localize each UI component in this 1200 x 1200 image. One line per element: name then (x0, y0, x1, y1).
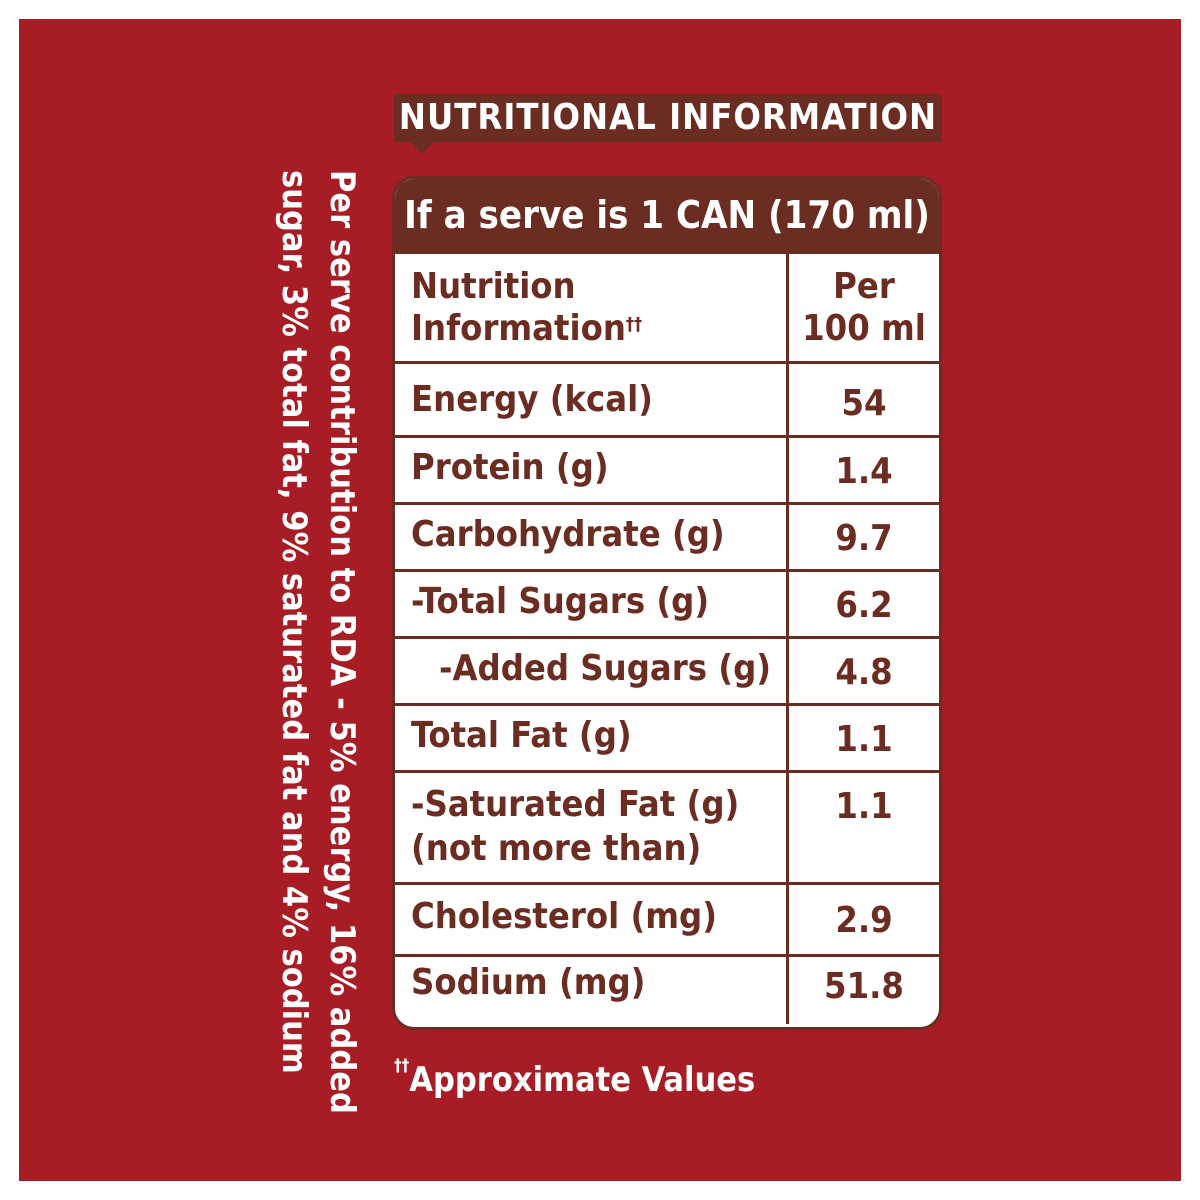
header-value-line-2: 100 ml (802, 308, 926, 349)
row-label: Sodium (mg) (395, 957, 789, 1024)
table-row-cholesterol: Cholesterol (mg) 2.9 (395, 882, 939, 954)
rda-contribution-note: Per serve contribution to RDA - 5% energ… (270, 170, 366, 1114)
row-label: Energy (kcal) (395, 364, 789, 435)
row-label: Protein (g) (395, 438, 789, 502)
table-row-saturated-fat: -Saturated Fat (g) (not more than) 1.1 (395, 770, 939, 882)
row-label-line-2: (not more than) (411, 828, 702, 869)
row-label: Cholesterol (mg) (395, 885, 789, 954)
row-label: -Added Sugars (g) (395, 639, 789, 703)
nutrition-title: NUTRITIONAL INFORMATION (394, 94, 942, 142)
row-value: 54 (841, 383, 887, 424)
row-label: Carbohydrate (g) (395, 505, 789, 569)
footnote-marker: †† (394, 1056, 410, 1076)
row-value: 1.4 (835, 451, 893, 492)
header-label-line-1: Nutrition (411, 266, 576, 307)
table-row-total-fat: Total Fat (g) 1.1 (395, 703, 939, 770)
row-value: 4.8 (835, 652, 893, 693)
title-banner-tail (410, 142, 434, 154)
table-row-protein: Protein (g) 1.4 (395, 435, 939, 502)
row-value: 9.7 (835, 518, 893, 559)
row-value: 51.8 (824, 966, 904, 1007)
row-value: 2.9 (835, 900, 893, 941)
table-row-added-sugars: -Added Sugars (g) 4.8 (395, 636, 939, 703)
header-label-line-2: Information†† (411, 308, 643, 349)
table-row-sodium: Sodium (mg) 51.8 (395, 954, 939, 1024)
footnote-text: Approximate Values (409, 1060, 756, 1100)
nutrition-table: If a serve is 1 CAN (170 ml) Nutrition I… (392, 176, 942, 1030)
table-row-energy: Energy (kcal) 54 (395, 361, 939, 435)
table-header-row: Nutrition Information†† Per 100 ml (395, 251, 939, 361)
rda-note-line-1: Per serve contribution to RDA - 5% energ… (322, 170, 362, 1114)
row-value: 1.1 (835, 719, 893, 760)
approximate-values-footnote: ††Approximate Values (394, 1056, 756, 1100)
table-row-total-sugars: -Total Sugars (g) 6.2 (395, 569, 939, 636)
row-label: Total Fat (g) (395, 706, 789, 770)
row-value: 6.2 (835, 585, 893, 626)
approx-marker: †† (625, 314, 643, 335)
row-label: -Saturated Fat (g) (not more than) (395, 773, 789, 882)
rda-note-line-2: sugar, 3% total fat, 9% saturated fat an… (274, 170, 314, 1074)
header-value-cell: Per 100 ml (789, 254, 939, 361)
row-label-line-1: -Saturated Fat (g) (411, 784, 740, 825)
header-label-cell: Nutrition Information†† (395, 254, 789, 361)
header-value-line-1: Per (833, 266, 895, 307)
row-label: -Total Sugars (g) (395, 572, 789, 636)
row-value: 1.1 (835, 786, 893, 827)
table-row-carbohydrate: Carbohydrate (g) 9.7 (395, 502, 939, 569)
serve-size-header: If a serve is 1 CAN (170 ml) (395, 179, 939, 251)
